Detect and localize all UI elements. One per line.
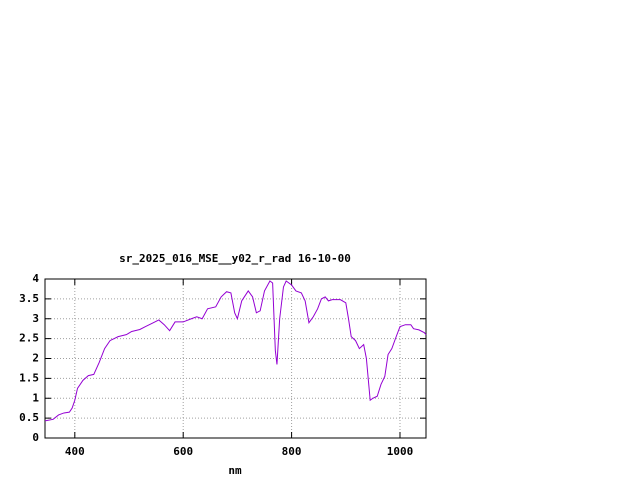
y-tick-label: 2.5 <box>19 332 39 345</box>
y-tick-label: 0 <box>32 431 39 444</box>
x-axis-label: nm <box>228 464 242 477</box>
data-line <box>44 280 427 422</box>
y-tick-label: 4 <box>32 272 39 285</box>
y-tick-label: 0.5 <box>19 411 39 424</box>
y-tick-label: 1.5 <box>19 371 39 384</box>
x-tick-label: 800 <box>282 445 302 458</box>
x-tick-label: 400 <box>65 445 85 458</box>
plot-border <box>44 278 427 439</box>
y-tick-label: 3.5 <box>19 292 39 305</box>
chart-title: sr_2025_016_MSE__y02_r_rad 16-10-00 <box>119 252 351 265</box>
y-tick-label: 3 <box>32 312 39 325</box>
y-tick-label: 1 <box>32 391 39 404</box>
x-tick-label: 600 <box>173 445 193 458</box>
x-tick-label: 1000 <box>387 445 414 458</box>
y-tick-label: 2 <box>32 352 39 365</box>
